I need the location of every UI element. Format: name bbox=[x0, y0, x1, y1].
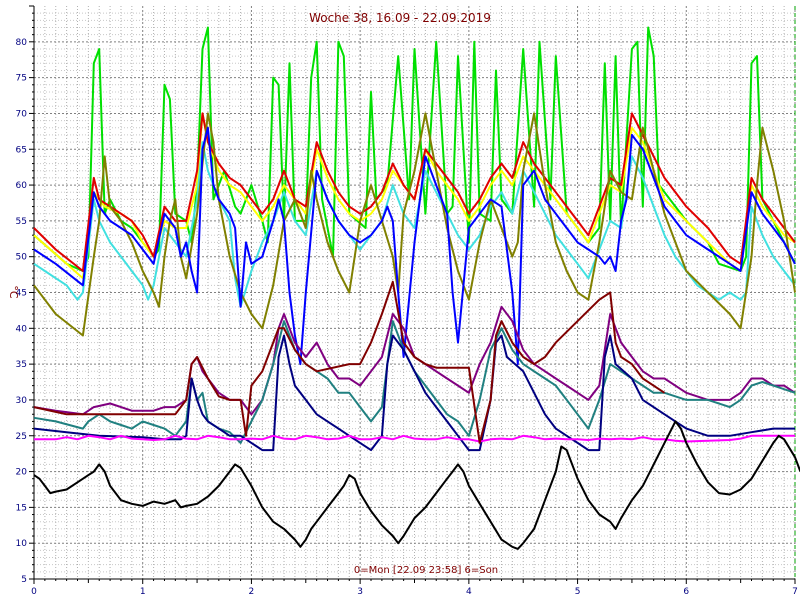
y-tick-label: 50 bbox=[16, 253, 28, 263]
y-tick-label: 20 bbox=[16, 468, 28, 478]
series-line-9 bbox=[33, 334, 795, 452]
series-line-1 bbox=[33, 26, 796, 272]
x-tick-label: 6 bbox=[683, 587, 689, 597]
x-tick-label: 7 bbox=[792, 587, 798, 597]
x-tick-label: 3 bbox=[357, 587, 363, 597]
y-tick-label: 75 bbox=[16, 74, 27, 84]
y-tick-label: 35 bbox=[16, 360, 27, 370]
y-tick-label: 60 bbox=[16, 181, 28, 191]
chart-title: Woche 38, 16.09 - 22.09.2019 bbox=[309, 11, 491, 25]
series-line-12 bbox=[33, 420, 800, 550]
y-tick-label: 10 bbox=[16, 539, 28, 549]
series-line-3 bbox=[33, 112, 796, 272]
x-tick-label: 2 bbox=[249, 587, 255, 597]
series-line-6 bbox=[33, 126, 796, 366]
x-tick-label: 1 bbox=[140, 587, 146, 597]
x-tick-label: 0 bbox=[31, 587, 37, 597]
y-tick-label: 30 bbox=[16, 396, 28, 406]
y-tick-label: 25 bbox=[16, 432, 27, 442]
chart-footer: 0=Mon [22.09 23:58] 6=Son bbox=[354, 565, 498, 576]
axes bbox=[29, 5, 796, 584]
y-tick-label: 80 bbox=[16, 38, 28, 48]
series-line-10 bbox=[34, 434, 795, 443]
y-axis-label: °C bbox=[7, 285, 20, 299]
y-tick-label: 65 bbox=[16, 145, 27, 155]
y-tick-label: 40 bbox=[16, 324, 28, 334]
x-tick-label: 4 bbox=[466, 587, 472, 597]
series-line-8 bbox=[33, 320, 796, 444]
y-tick-label: 45 bbox=[16, 289, 27, 299]
y-tick-label: 15 bbox=[16, 503, 27, 513]
y-tick-label: 5 bbox=[21, 575, 27, 585]
series-layer bbox=[33, 26, 800, 550]
y-tick-label: 70 bbox=[16, 109, 28, 119]
y-tick-label: 55 bbox=[16, 217, 27, 227]
x-tick-label: 5 bbox=[575, 587, 581, 597]
series-line-11 bbox=[33, 280, 666, 444]
series-line-4 bbox=[33, 141, 796, 308]
series-line-5 bbox=[33, 112, 796, 337]
